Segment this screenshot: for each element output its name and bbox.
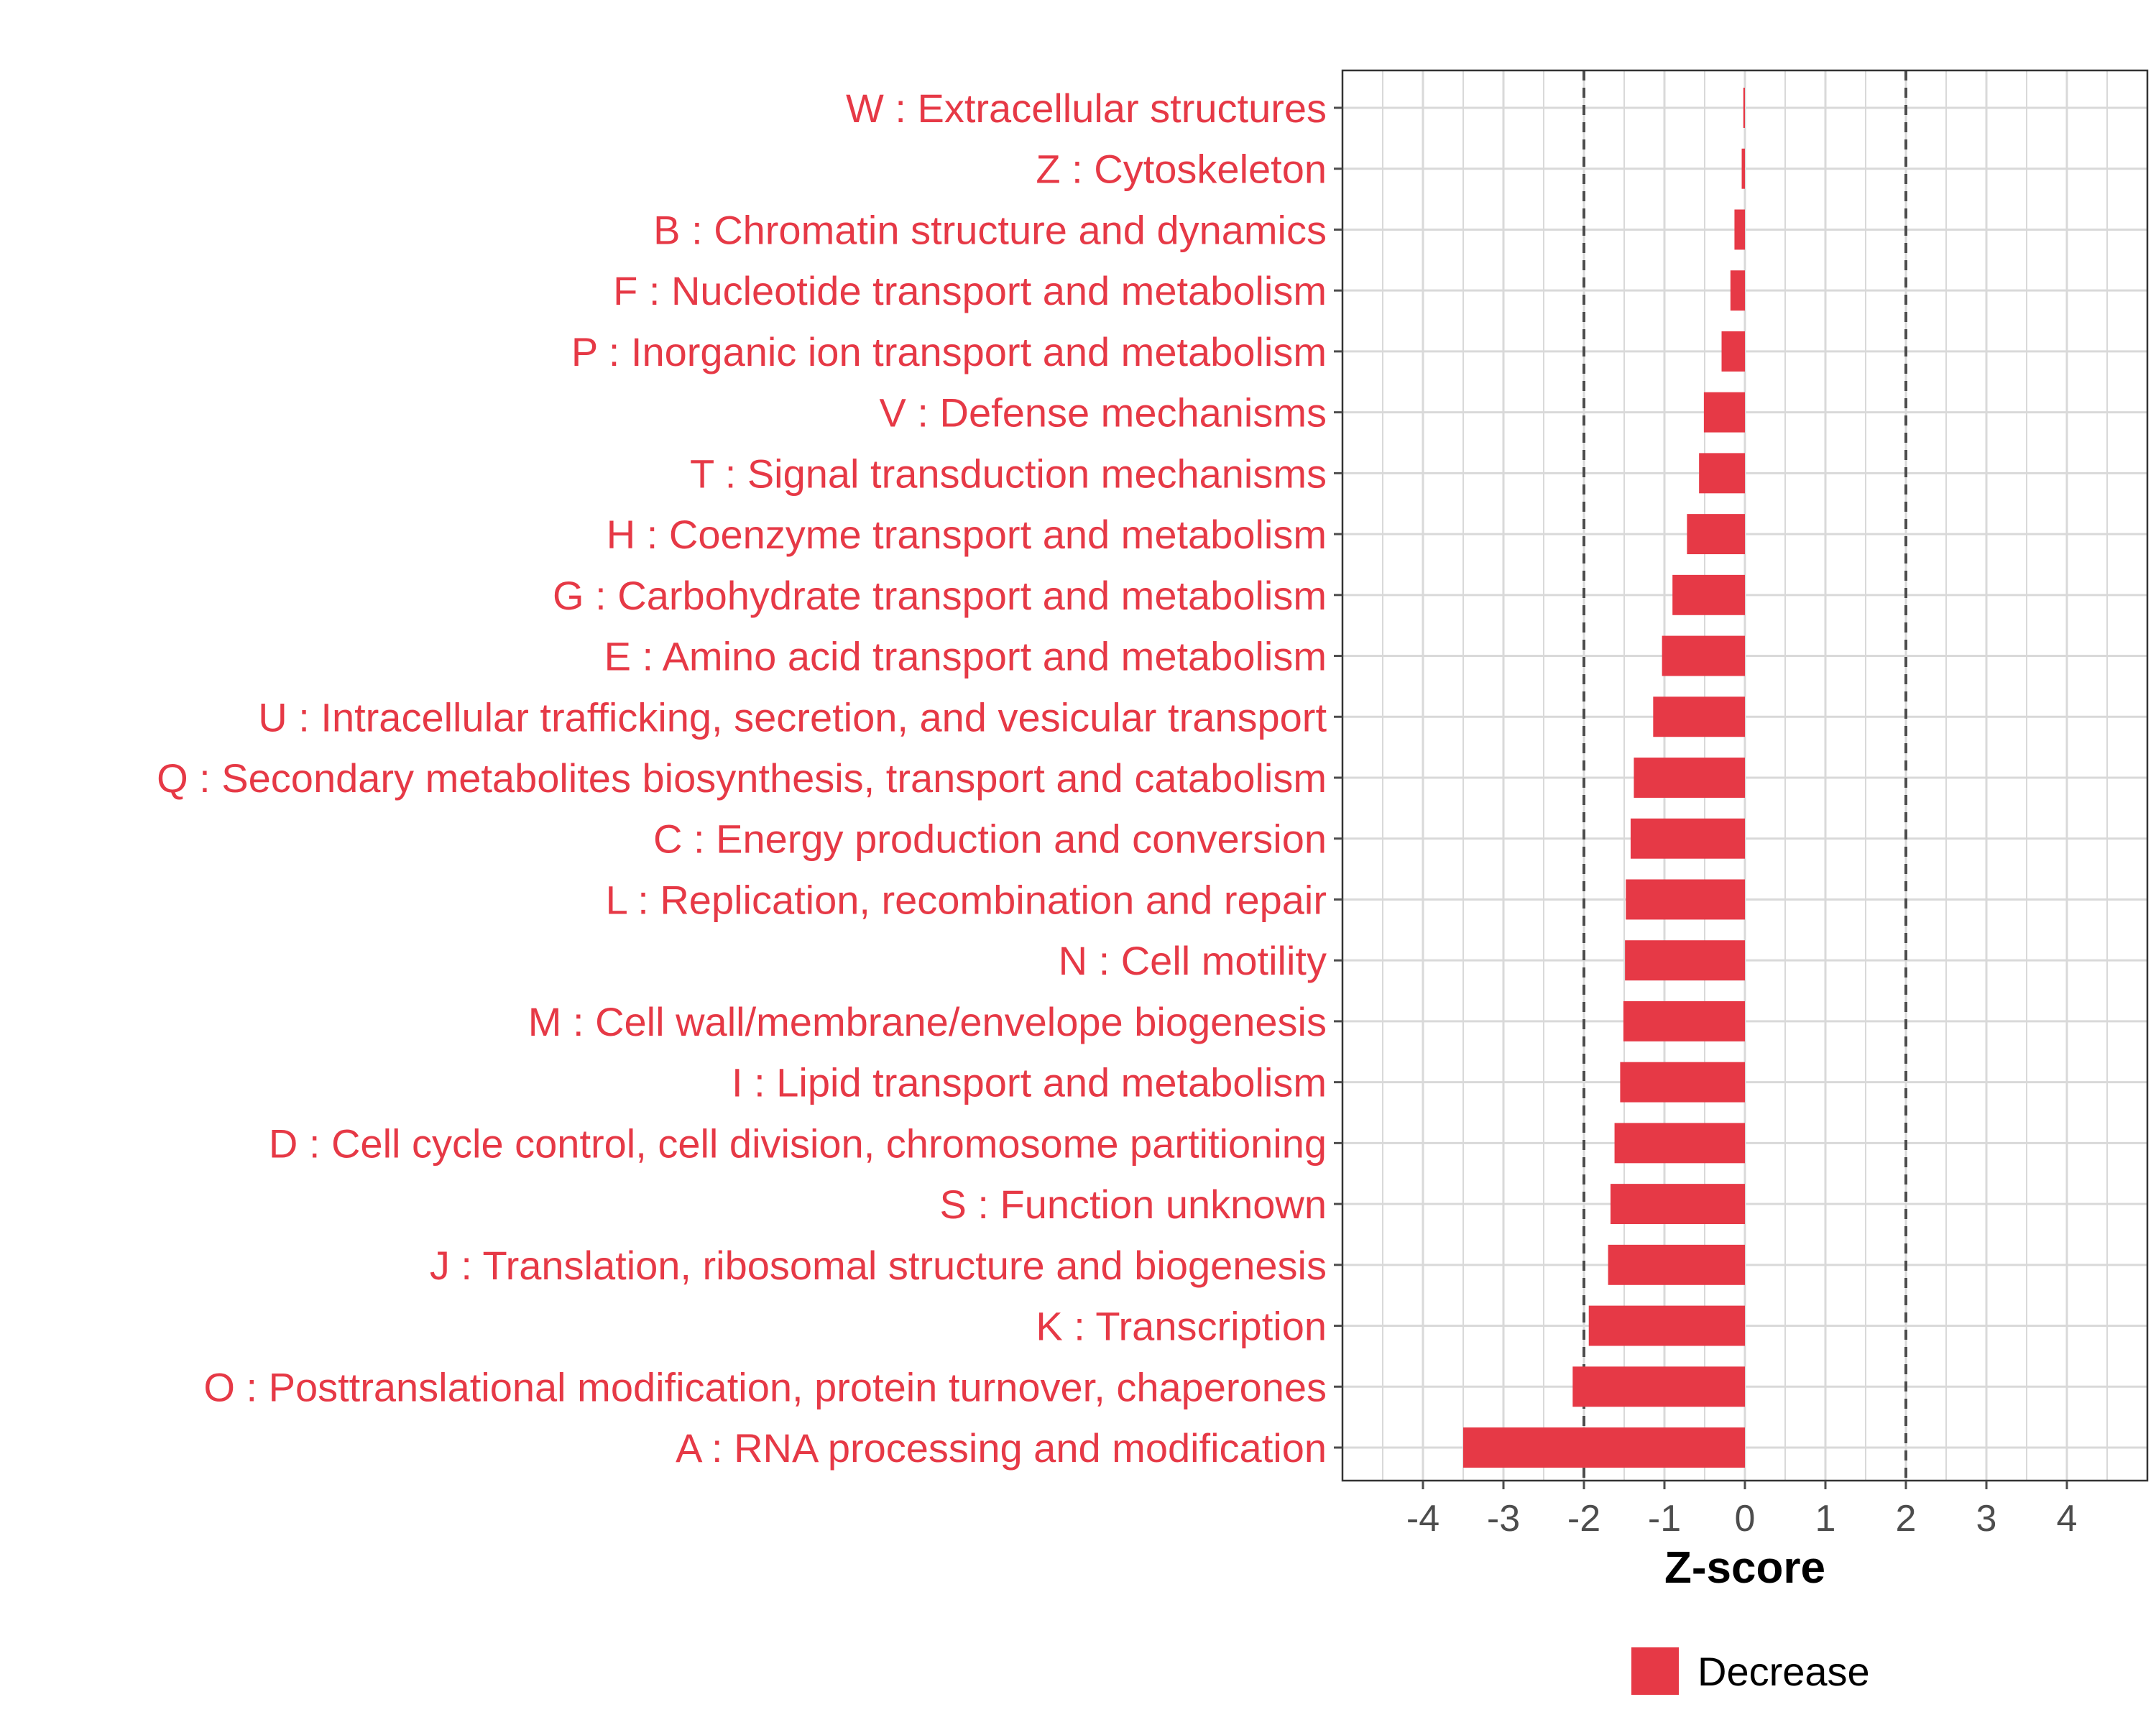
bar — [1699, 453, 1745, 494]
bar — [1610, 1184, 1745, 1225]
bar — [1625, 940, 1745, 981]
x-tick-label: 3 — [1976, 1498, 1997, 1540]
y-tick-label: D : Cell cycle control, cell division, c… — [269, 1121, 1327, 1166]
bar — [1687, 514, 1745, 555]
bar — [1463, 1427, 1745, 1468]
bar — [1608, 1244, 1745, 1285]
x-tick-label: 1 — [1815, 1498, 1836, 1540]
bar — [1703, 392, 1745, 433]
x-tick-label: -1 — [1648, 1498, 1681, 1540]
y-tick-label: C : Energy production and conversion — [653, 816, 1327, 862]
y-tick-label: O : Posttranslational modification, prot… — [203, 1364, 1327, 1409]
y-tick-label: H : Coenzyme transport and metabolism — [607, 512, 1327, 557]
x-tick-label: -2 — [1567, 1498, 1600, 1540]
bar — [1662, 635, 1745, 676]
y-tick-label: Q : Secondary metabolites biosynthesis, … — [157, 755, 1327, 801]
x-tick-label: 4 — [2057, 1498, 2078, 1540]
y-tick-label: G : Carbohydrate transport and metabolis… — [553, 573, 1327, 618]
x-tick-label: 2 — [1896, 1498, 1917, 1540]
bar — [1721, 331, 1745, 372]
bar — [1572, 1366, 1745, 1407]
y-tick-label: V : Defense mechanisms — [880, 390, 1327, 436]
bar — [1630, 818, 1745, 859]
bar — [1620, 1062, 1745, 1103]
bar — [1743, 88, 1745, 128]
y-tick-label: T : Signal transduction mechanisms — [690, 451, 1327, 496]
y-tick-label: U : Intracellular trafficking, secretion… — [258, 694, 1327, 740]
legend-swatch-decrease — [1631, 1647, 1679, 1695]
y-tick-label: K : Transcription — [1036, 1304, 1327, 1349]
y-axis-labels: W : Extracellular structures Z : Cytoskel… — [157, 86, 1327, 1471]
y-tick-label: B : Chromatin structure and dynamics — [653, 207, 1327, 252]
reference-lines — [1583, 70, 1907, 1481]
y-tick-label: I : Lipid transport and metabolism — [732, 1060, 1327, 1105]
x-tick-label: 0 — [1735, 1498, 1756, 1540]
y-tick-label: S : Function unknown — [939, 1182, 1327, 1227]
y-tick-label: J : Translation, ribosomal structure and… — [430, 1243, 1327, 1288]
y-tick-label: F : Nucleotide transport and metabolism — [613, 268, 1327, 313]
y-tick-label: L : Replication, recombination and repai… — [606, 877, 1327, 922]
bar — [1614, 1123, 1745, 1164]
x-axis-title: Z-score — [1664, 1543, 1825, 1593]
legend-label-decrease: Decrease — [1697, 1649, 1870, 1694]
y-tick-label: M : Cell wall/membrane/envelope biogenes… — [528, 999, 1327, 1044]
legend: Decrease — [1631, 1647, 1870, 1695]
x-tick-label: -4 — [1406, 1498, 1439, 1540]
y-tick-label: P : Inorganic ion transport and metaboli… — [571, 329, 1327, 374]
bar — [1741, 148, 1745, 189]
y-tick-label: N : Cell motility — [1059, 938, 1327, 983]
y-axis-ticks — [1334, 106, 1342, 1449]
y-tick-label: Z : Cytoskeleton — [1036, 147, 1327, 192]
x-axis-labels: -4 -3 -2 -1 0 1 2 3 4 — [1406, 1498, 2078, 1540]
y-tick-label: E : Amino acid transport and metabolism — [604, 634, 1327, 679]
bar — [1653, 696, 1745, 737]
y-tick-label: W : Extracellular structures — [846, 86, 1327, 131]
x-axis-ticks — [1422, 1481, 2068, 1489]
x-tick-label: -3 — [1487, 1498, 1520, 1540]
bar — [1730, 270, 1745, 311]
bars — [1463, 88, 1745, 1468]
bar — [1672, 574, 1745, 615]
bar — [1626, 879, 1745, 920]
bar — [1588, 1305, 1745, 1346]
bar — [1623, 1000, 1745, 1041]
bar — [1734, 209, 1745, 250]
bar — [1634, 758, 1745, 798]
y-tick-label: A : RNA processing and modification — [676, 1425, 1327, 1471]
